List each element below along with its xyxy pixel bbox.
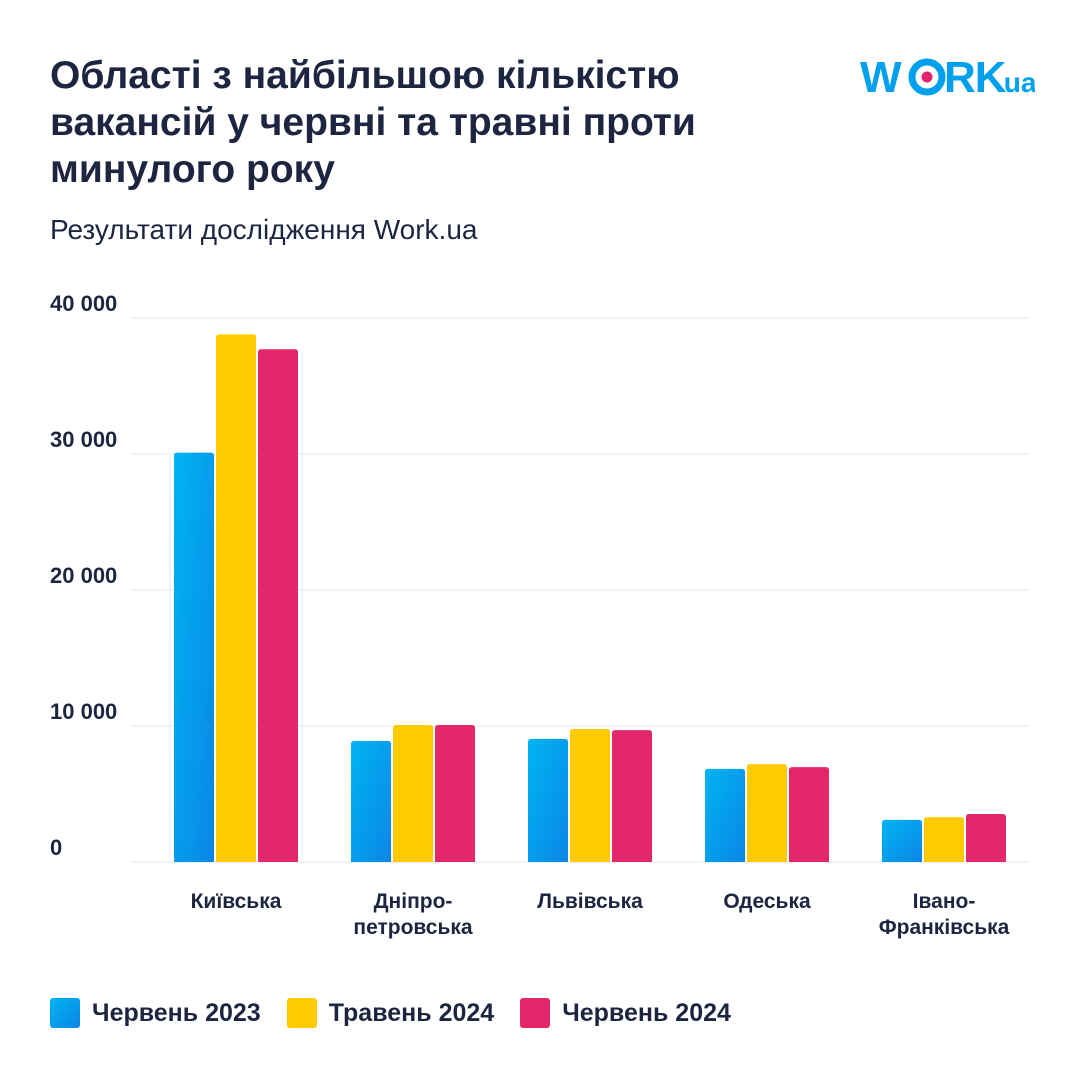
y-tick-label: 20 000 (50, 563, 117, 588)
y-tick-label: 10 000 (50, 699, 117, 724)
svg-text:.ua: .ua (996, 67, 1035, 98)
bar-0-3 (705, 768, 745, 862)
legend-label: Травень 2024 (328, 998, 495, 1027)
svg-text:W: W (860, 53, 902, 102)
legend-label: Червень 2024 (562, 998, 731, 1027)
chart-title: Області з найбільшою кількістю вакансій … (50, 54, 696, 191)
y-tick-label: 40 000 (50, 291, 117, 316)
x-tick-label: Дніпро-петровська (353, 890, 473, 939)
bar-0-2 (528, 738, 568, 862)
bar-2-2 (612, 730, 652, 862)
bar-1-1 (393, 725, 433, 862)
bar-0-1 (351, 740, 391, 862)
bar-1-3 (747, 764, 787, 862)
bar-2-0 (258, 349, 298, 862)
bar-1-0 (216, 334, 256, 862)
legend-label: Червень 2023 (92, 998, 261, 1027)
legend-swatch (520, 998, 551, 1028)
bar-2-3 (789, 767, 829, 862)
y-tick-label: 0 (50, 835, 62, 860)
legend-item-may-2024: Травень 2024 (286, 998, 495, 1028)
svg-text:RK: RK (944, 53, 1007, 102)
bar-2-1 (435, 725, 475, 862)
legend-swatch (286, 998, 317, 1028)
bar-2-4 (966, 813, 1006, 862)
bar-1-4 (924, 817, 964, 862)
y-tick-label: 30 000 (50, 427, 117, 452)
bar-0-4 (882, 819, 922, 862)
legend-item-june-2024: Червень 2024 (520, 998, 731, 1028)
legend-swatch (50, 998, 80, 1028)
x-tick-label: Львівська (537, 890, 643, 913)
legend: Червень 2023 Травень 2024 Червень 2024 (50, 998, 731, 1028)
chart-subtitle: Результати дослідження Work.ua (50, 214, 478, 245)
bar-1-2 (570, 728, 610, 862)
x-tick-label: Київська (191, 890, 282, 913)
work-ua-logo: W RK .ua (860, 52, 1037, 107)
x-tick-label: Івано-Франківська (879, 890, 1010, 939)
bar-0-0 (174, 452, 214, 862)
legend-item-june-2023: Червень 2023 (50, 998, 261, 1028)
x-tick-label: Одеська (723, 890, 811, 913)
